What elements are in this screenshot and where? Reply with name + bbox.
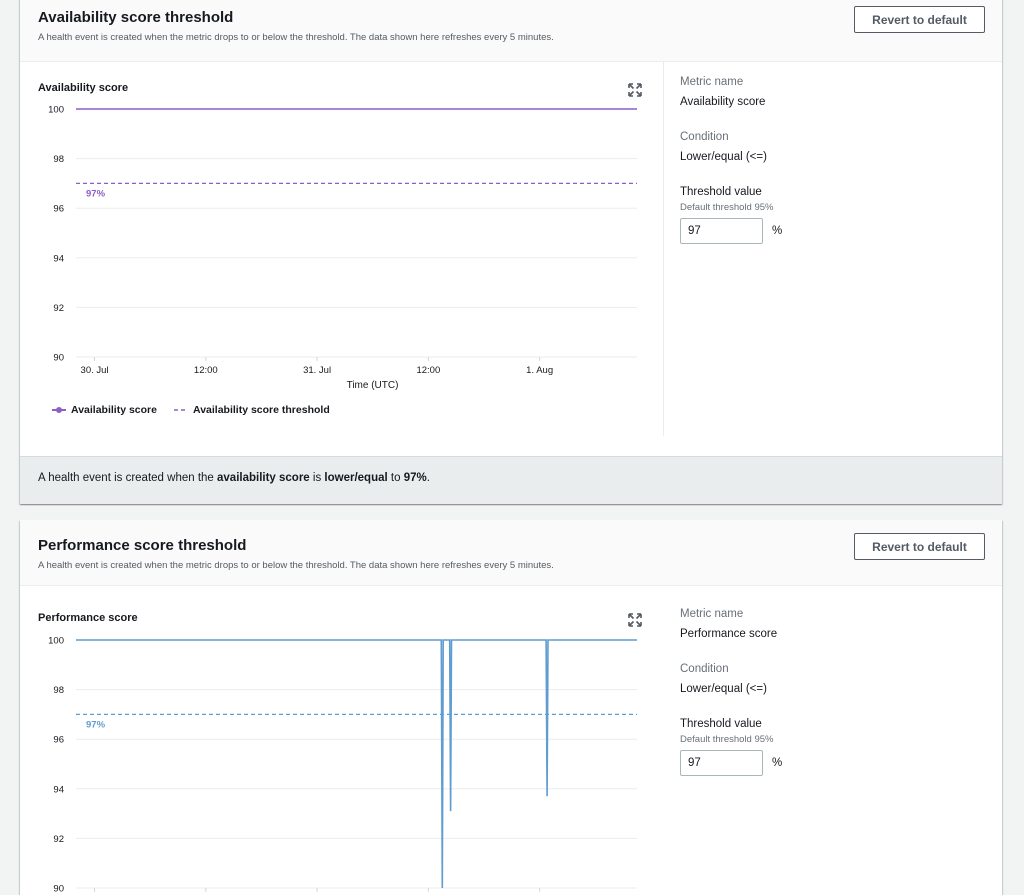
- expand-icon[interactable]: [628, 613, 642, 627]
- summary-to: to: [387, 472, 404, 484]
- availability-threshold-panel: Availability score threshold A health ev…: [20, 0, 1002, 504]
- legend-swatch-dashed: [174, 409, 188, 411]
- metric-name-label: Metric name: [680, 76, 744, 88]
- panel-title: Performance score threshold: [38, 537, 247, 554]
- x-tick-label: 30. Jul: [81, 365, 109, 376]
- performance-chart: 90 92 94 96 98 100 97%: [48, 636, 637, 895]
- condition-value: Lower/equal (<=): [680, 151, 767, 163]
- condition-value: Lower/equal (<=): [680, 683, 767, 695]
- x-tick-label: 31. Jul: [303, 365, 331, 376]
- revert-to-default-button[interactable]: Revert to default: [854, 533, 985, 560]
- legend-label: Availability score: [71, 404, 157, 416]
- y-tick-label: 94: [53, 784, 64, 795]
- y-tick-label: 98: [53, 685, 64, 696]
- health-event-summary: A health event is created when the avail…: [20, 456, 1002, 504]
- y-tick-label: 96: [53, 204, 64, 215]
- threshold-value-label: Threshold value: [680, 186, 762, 198]
- summary-suffix: .: [426, 472, 430, 484]
- legend-swatch-line: [52, 407, 66, 413]
- y-tick-label: 92: [53, 303, 64, 314]
- x-tick-label: 12:00: [416, 365, 440, 376]
- panel-description: A health event is created when the metri…: [38, 560, 554, 571]
- revert-to-default-button[interactable]: Revert to default: [854, 6, 985, 33]
- series-line: [76, 639, 637, 889]
- legend-item-availability-score[interactable]: Availability score: [52, 404, 157, 416]
- threshold-value-input[interactable]: [680, 750, 763, 776]
- y-tick-label: 100: [48, 636, 64, 647]
- metric-name-label: Metric name: [680, 608, 744, 620]
- panel-description: A health event is created when the metri…: [38, 32, 554, 43]
- x-tick-label: 1. Aug: [526, 365, 553, 376]
- performance-panel-header: Performance score threshold A health eve…: [20, 520, 1002, 586]
- condition-label: Condition: [680, 663, 729, 675]
- summary-value: 97%: [403, 472, 427, 484]
- threshold-value-input[interactable]: [680, 218, 763, 244]
- default-threshold-hint: Default threshold 95%: [680, 202, 774, 213]
- availability-chart: 90 92 94 96 98 100 30. Jul 12:00 31. Jul 12:00 1. …: [48, 105, 637, 391]
- threshold-value-label: Threshold value: [680, 718, 762, 730]
- x-axis-label: Time (UTC): [347, 380, 399, 391]
- threshold-label: 97%: [86, 719, 106, 730]
- legend-label: Availability score threshold: [193, 404, 330, 416]
- legend-item-availability-threshold[interactable]: Availability score threshold: [174, 404, 330, 416]
- summary-prefix: A health event is created when the: [38, 472, 218, 484]
- metric-name-value: Availability score: [680, 96, 766, 108]
- metric-name-value: Performance score: [680, 628, 778, 640]
- summary-condition: lower/equal: [324, 472, 388, 484]
- summary-mid: is: [309, 472, 325, 484]
- panel-title: Availability score threshold: [38, 9, 234, 26]
- y-tick-label: 90: [53, 884, 64, 895]
- y-tick-label: 96: [53, 735, 64, 746]
- y-tick-label: 98: [53, 154, 64, 165]
- condition-label: Condition: [680, 131, 729, 143]
- threshold-label: 97%: [86, 188, 106, 199]
- percent-unit: %: [772, 225, 783, 237]
- summary-metric: availability score: [217, 472, 310, 484]
- y-tick-label: 94: [53, 253, 64, 264]
- availability-panel-header: Availability score threshold A health ev…: [20, 0, 1002, 62]
- default-threshold-hint: Default threshold 95%: [680, 734, 774, 745]
- y-tick-label: 92: [53, 834, 64, 845]
- y-tick-label: 90: [53, 353, 64, 364]
- chart-title: Availability score: [38, 82, 129, 94]
- expand-icon[interactable]: [628, 83, 642, 97]
- y-tick-label: 100: [48, 105, 64, 116]
- vertical-divider: [663, 62, 664, 436]
- x-tick-label: 12:00: [194, 365, 218, 376]
- chart-title: Performance score: [38, 612, 138, 624]
- performance-threshold-panel: Performance score threshold A health eve…: [20, 520, 1002, 895]
- percent-unit: %: [772, 757, 783, 769]
- summary-text: A health event is created when the avail…: [38, 472, 430, 484]
